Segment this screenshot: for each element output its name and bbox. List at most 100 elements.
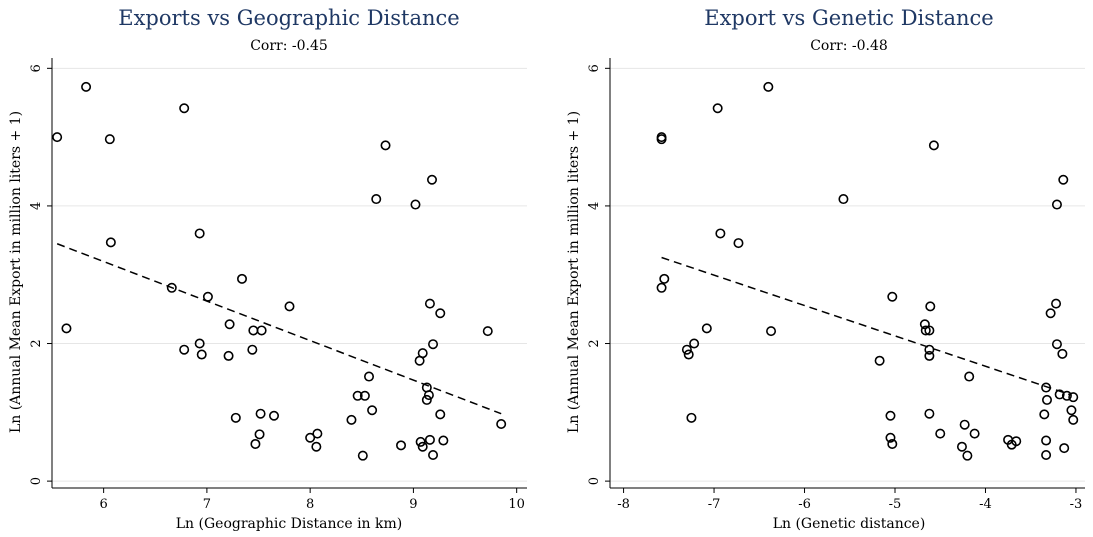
data-point <box>1039 409 1050 420</box>
data-point <box>237 273 248 284</box>
data-point <box>928 140 939 151</box>
data-point <box>1066 405 1077 416</box>
data-point <box>924 344 935 355</box>
x-tick-label: 8 <box>306 497 314 512</box>
data-point <box>712 103 723 114</box>
data-point <box>1045 308 1056 319</box>
data-point <box>421 394 432 405</box>
data-point <box>424 298 435 309</box>
y-tick-label: 4 <box>587 202 602 210</box>
data-point <box>305 432 316 443</box>
data-point <box>438 435 449 446</box>
x-tick-label: -6 <box>798 497 811 512</box>
data-point <box>924 325 935 336</box>
data-point <box>1068 392 1079 403</box>
data-point <box>179 344 190 355</box>
data-point <box>223 350 234 361</box>
data-point <box>920 325 931 336</box>
data-point <box>247 344 258 355</box>
y-tick-label: 6 <box>587 64 602 72</box>
data-point <box>256 325 267 336</box>
data-point <box>230 412 241 423</box>
data-point <box>1041 435 1052 446</box>
data-point <box>1051 339 1062 350</box>
data-point <box>194 338 205 349</box>
data-point <box>1051 199 1062 210</box>
data-point <box>482 326 493 337</box>
data-point <box>887 291 898 302</box>
plot-area: 0 2 4 6 -8 -7 -6 -5 -4 -3 <box>587 58 1085 512</box>
data-point <box>346 414 357 425</box>
data-point <box>964 371 975 382</box>
data-point <box>766 326 777 337</box>
data-point <box>496 419 507 430</box>
data-point <box>924 350 935 361</box>
data-point <box>105 237 116 248</box>
data-point <box>683 349 694 360</box>
data-point <box>250 438 261 449</box>
data-point <box>686 412 697 423</box>
data-point <box>428 449 439 460</box>
data-point <box>61 323 72 334</box>
data-point <box>656 282 667 293</box>
data-point <box>935 428 946 439</box>
data-point <box>424 434 435 445</box>
data-point <box>426 174 437 185</box>
data-point <box>885 410 896 421</box>
data-point <box>179 103 190 114</box>
data-point <box>925 301 936 312</box>
y-tick-label: 2 <box>587 339 602 347</box>
chart-subtitle: Corr: -0.45 <box>250 38 328 54</box>
data-point <box>380 140 391 151</box>
chart-subtitle: Corr: -0.48 <box>810 38 888 54</box>
chart-genetic: Export vs Genetic Distance Corr: -0.48 L… <box>566 6 1085 532</box>
plot-area: 0 2 4 6 6 7 8 9 10 <box>29 58 527 512</box>
data-point <box>715 228 726 239</box>
data-point <box>81 81 92 92</box>
data-point <box>969 428 980 439</box>
y-tick-label: 2 <box>29 339 44 347</box>
data-point <box>417 441 428 452</box>
x-tick-label: 10 <box>508 497 525 512</box>
data-point <box>202 291 213 302</box>
data-point <box>364 371 375 382</box>
data-point <box>435 308 446 319</box>
data-point <box>414 355 425 366</box>
fitted-line <box>56 243 502 415</box>
x-tick-label: -3 <box>1070 497 1083 512</box>
data-point <box>701 323 712 334</box>
data-point <box>254 429 265 440</box>
data-point <box>371 194 382 205</box>
x-tick-label: 6 <box>99 497 107 512</box>
data-point <box>248 325 259 336</box>
x-tick-label: 7 <box>203 497 211 512</box>
data-point <box>104 134 115 145</box>
data-point <box>838 194 849 205</box>
data-point <box>1051 298 1062 309</box>
data-point <box>284 301 295 312</box>
data-point <box>1058 174 1069 185</box>
data-point <box>1057 348 1068 359</box>
x-axis-label: Ln (Genetic distance) <box>773 516 926 532</box>
y-tick-label: 6 <box>29 64 44 72</box>
y-axis-label: Ln (Annual Mean Export in million liters… <box>566 111 582 433</box>
data-point <box>367 405 378 416</box>
data-point <box>410 199 421 210</box>
data-point <box>1042 394 1053 405</box>
data-point <box>656 134 667 145</box>
data-point <box>1059 443 1070 454</box>
data-point <box>956 441 967 452</box>
data-point <box>959 419 970 430</box>
fitted-line <box>661 256 1072 396</box>
data-point <box>311 441 322 452</box>
data-point <box>52 132 63 143</box>
y-tick-label: 4 <box>29 202 44 210</box>
data-point <box>359 390 370 401</box>
data-point <box>357 450 368 461</box>
data-point <box>352 390 363 401</box>
data-point <box>196 349 207 360</box>
data-point <box>659 273 670 284</box>
chart-geographic: Exports vs Geographic Distance Corr: -0.… <box>8 6 527 532</box>
data-point <box>689 338 700 349</box>
data-point <box>1041 449 1052 460</box>
